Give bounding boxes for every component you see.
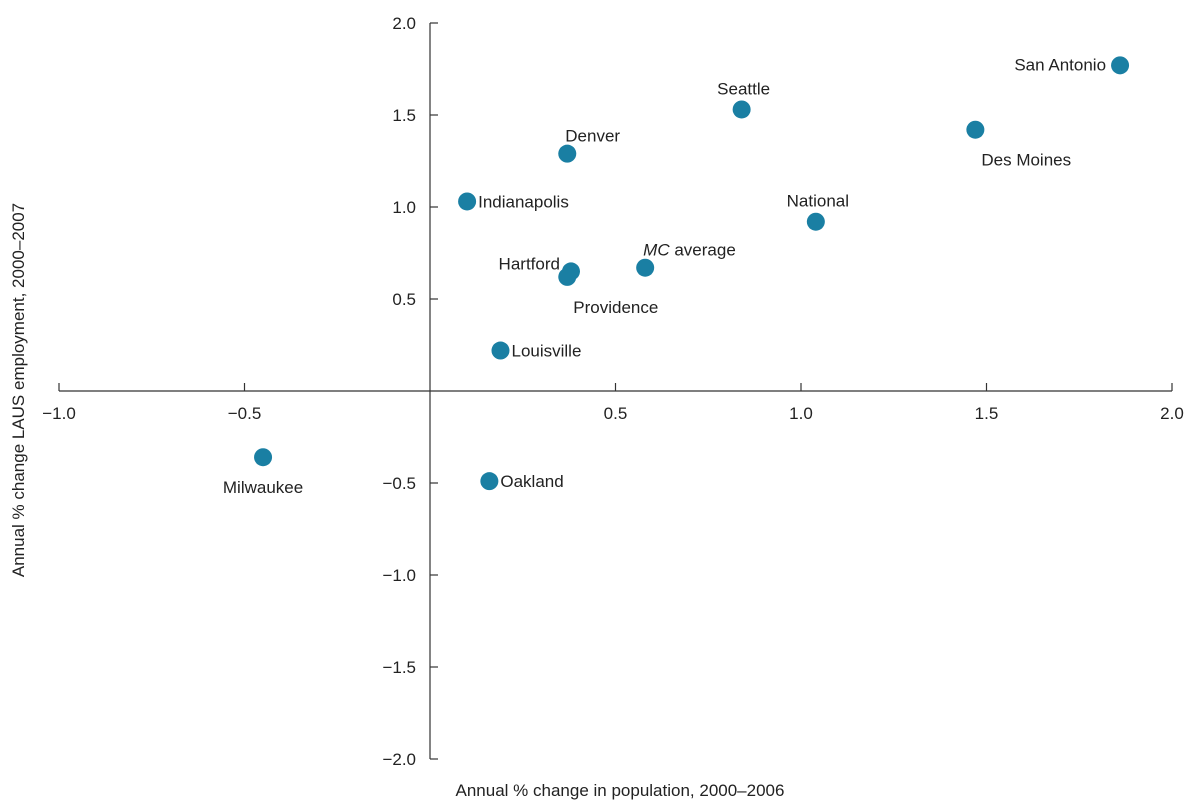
label-providence: Providence (573, 298, 658, 317)
label-san-antonio: San Antonio (1014, 55, 1106, 74)
x-tick-label: 0.5 (604, 404, 628, 423)
y-tick-label: −1.0 (382, 566, 416, 585)
y-tick-label: 2.0 (392, 14, 416, 33)
point-san-antonio (1111, 56, 1130, 75)
y-tick-label: 1.0 (392, 198, 416, 217)
point-louisville (491, 341, 510, 360)
label-national: National (787, 192, 849, 211)
label-des-moines: Des Moines (981, 151, 1071, 170)
ticks: −1.0 −0.5 0.5 1.0 1.5 2.0 2.0 1.5 1.0 0.5 −0.5 −1.0… (42, 14, 1184, 769)
y-tick-label: 1.5 (392, 106, 416, 125)
x-tick-label: 1.5 (975, 404, 999, 423)
point-labels: San Antonio Seattle Des Moines Denver Indian… (223, 55, 1106, 497)
label-oakland: Oakland (500, 472, 563, 491)
y-tick-label: −1.5 (382, 658, 416, 677)
y-axis-title: Annual % change LAUS employment, 2000–20… (9, 203, 28, 577)
point-indianapolis (458, 192, 477, 211)
point-providence (558, 267, 577, 286)
label-mc-average: MC average (643, 241, 736, 260)
label-seattle: Seattle (717, 79, 770, 98)
y-tick-label: −2.0 (382, 750, 416, 769)
point-des-moines (966, 120, 985, 139)
y-tick-label: −0.5 (382, 474, 416, 493)
x-axis-title: Annual % change in population, 2000–2006 (456, 781, 785, 800)
point-denver (558, 144, 577, 163)
point-national (806, 212, 825, 231)
label-milwaukee: Milwaukee (223, 478, 303, 497)
point-seattle (732, 100, 751, 119)
label-indianapolis: Indianapolis (478, 192, 569, 211)
label-hartford: Hartford (499, 254, 560, 273)
label-louisville: Louisville (511, 342, 581, 361)
x-tick-label: 2.0 (1160, 404, 1184, 423)
point-mc-average (636, 258, 655, 277)
x-tick-label: −0.5 (228, 404, 262, 423)
point-oakland (480, 472, 499, 491)
label-denver: Denver (565, 127, 620, 146)
x-tick-label: 1.0 (789, 404, 813, 423)
y-tick-label: 0.5 (392, 290, 416, 309)
point-milwaukee (254, 448, 273, 467)
x-tick-label: −1.0 (42, 404, 76, 423)
data-points (254, 56, 1130, 491)
